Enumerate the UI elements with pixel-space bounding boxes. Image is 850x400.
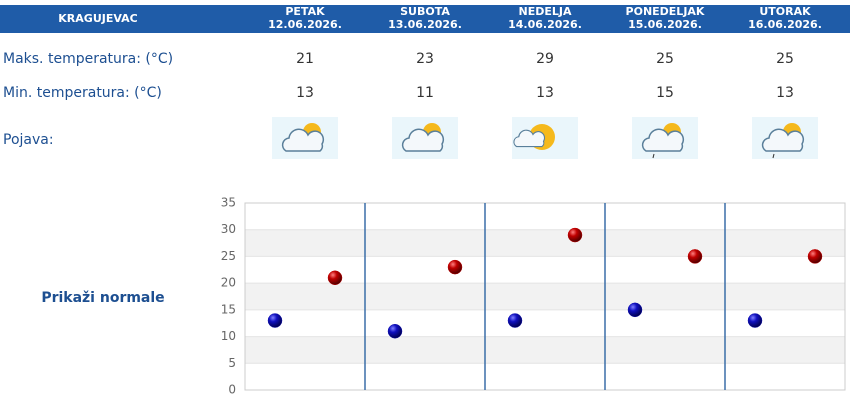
cloud	[401, 128, 445, 152]
y-tick-label: 25	[221, 249, 236, 263]
temperature: 13	[776, 85, 794, 101]
temperature-point	[807, 249, 823, 264]
y-tick-label: 5	[228, 356, 236, 370]
temperature-point	[567, 227, 583, 243]
plot-border	[244, 202, 846, 391]
temperature-point	[327, 270, 343, 286]
temperature: 13	[296, 85, 314, 101]
row-label: Maks. temperatura: (°C)	[3, 51, 173, 67]
day-name: NEDELJA	[519, 5, 572, 18]
cloud	[641, 128, 685, 152]
y-tick-label: 0	[228, 383, 236, 397]
temperature: 11	[416, 85, 434, 101]
temperature-point	[747, 313, 763, 328]
temperature: 13	[536, 85, 554, 101]
y-tick-label: 10	[221, 329, 236, 343]
day-date: 16.06.2026.	[748, 18, 822, 31]
day-name: SUBOTA	[400, 5, 450, 18]
cloud	[513, 129, 546, 148]
city: KRAGUJEVAC	[58, 12, 137, 25]
temperature: 25	[776, 51, 794, 67]
y-tick-label: 20	[221, 276, 236, 290]
temperature: 25	[656, 51, 674, 67]
day-date: 14.06.2026.	[508, 18, 582, 31]
y-tick-label: 15	[221, 302, 236, 316]
row-label: Min. temperatura: (°C)	[3, 85, 162, 101]
temperature: 15	[656, 85, 674, 101]
day-name: PETAK	[285, 5, 325, 18]
temperature-point	[387, 323, 403, 339]
temperature-point	[687, 249, 703, 264]
weather-icon	[632, 117, 698, 159]
temperature-point	[267, 313, 283, 328]
weather-icon	[752, 117, 818, 159]
row-label: Pojava:	[3, 132, 54, 148]
day-date: 12.06.2026.	[268, 18, 342, 31]
grid-band	[245, 283, 845, 310]
header-bar	[0, 5, 850, 33]
temperature-point	[447, 259, 463, 275]
rain	[772, 153, 775, 159]
grid-band	[245, 229, 845, 257]
day-date: 13.06.2026.	[388, 18, 462, 31]
grid-band	[245, 336, 845, 364]
weather-icon	[272, 117, 338, 159]
temperature: 21	[296, 51, 314, 67]
cloud	[281, 128, 325, 152]
temperature-point	[507, 313, 523, 328]
day-date: 15.06.2026.	[628, 18, 702, 31]
chart: 0 5 10 15 20 25 30 35	[221, 196, 846, 397]
day-name: PONEDELJAK	[626, 5, 705, 18]
normals-link[interactable]: Prikaži normale	[41, 290, 164, 306]
y-tick-label: 30	[221, 222, 236, 236]
rain	[652, 153, 655, 159]
temperature-point	[627, 302, 643, 318]
temperature: 23	[416, 51, 434, 67]
y-tick-label: 35	[221, 196, 236, 210]
cloud	[761, 128, 805, 152]
weather-icon	[512, 117, 578, 159]
temperature: 29	[536, 51, 554, 67]
day-name: UTORAK	[759, 5, 811, 18]
weather-icon	[392, 117, 458, 159]
